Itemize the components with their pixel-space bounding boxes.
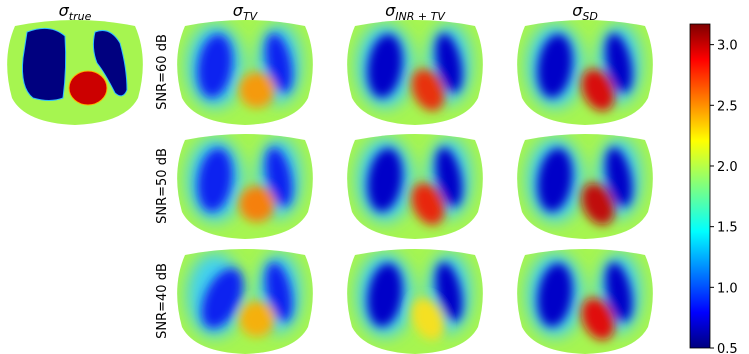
panel-image [177,249,313,354]
column-title: σtrue [59,1,92,23]
blurred [527,24,641,111]
heart [581,183,615,225]
lung [265,262,293,322]
colorbar-tick-label: 2.0 [717,160,738,175]
colorbar-tick-label: 3.0 [717,39,738,54]
heart [239,72,275,108]
lung [605,147,633,207]
row-label: SNR=40 dB [155,263,170,339]
panel-image [517,249,653,354]
blurred [527,138,641,225]
colorbar-tick-label: 1.5 [717,221,738,236]
core [537,147,633,225]
blurred [187,138,301,222]
panel-image [517,134,653,239]
lung [605,33,633,93]
lung [197,148,233,212]
lung [265,147,293,207]
panel-image [177,134,313,239]
lung [367,34,403,98]
subscript: INR + TV [395,10,446,23]
blurred [527,253,641,340]
colorbar-tick-label: 0.5 [717,342,738,354]
core [537,262,633,340]
lung [435,33,463,93]
lung [435,262,463,322]
core [367,33,463,111]
heart [411,298,445,340]
blurred [357,138,471,225]
core [197,33,293,108]
lung [367,148,403,212]
core [537,33,633,111]
symbol: σ [385,1,396,20]
lung [605,262,633,322]
row-label: SNR=60 dB [155,34,170,110]
panel-image [347,134,483,239]
panel-image [7,20,143,125]
colorbar-tick-label: 1.0 [717,281,738,296]
lung [367,263,403,327]
symbol: σ [233,1,244,20]
symbol: σ [572,1,583,20]
subscript: true [69,10,92,23]
lung [92,29,128,97]
heart [239,186,275,222]
panel-image [347,249,483,354]
row-label: SNR=50 dB [155,148,170,224]
blurred [357,24,471,111]
panel-image [177,20,313,125]
panel-image [347,20,483,125]
heart [68,70,108,106]
lung [265,33,293,93]
lung [537,34,573,98]
lung [197,34,233,98]
lung [537,148,573,212]
lung [537,263,573,327]
column-title: σINR + TV [385,1,446,23]
core [367,262,463,340]
subscript: TV [243,10,259,23]
heart [411,69,445,111]
heart [581,298,615,340]
core [197,147,293,222]
blurred [187,24,301,108]
colorbar [689,23,711,349]
heart [239,301,275,337]
colorbar-tick-label: 2.5 [717,99,738,114]
core [201,262,293,337]
column-title: σTV [233,1,259,23]
column-title: σSD [572,1,598,23]
heart [581,69,615,111]
lung [201,268,243,329]
lung [435,147,463,207]
symbol: σ [59,1,70,20]
core [367,147,463,225]
heart [411,183,445,225]
panel-image [517,20,653,125]
subscript: SD [582,10,597,23]
lung [22,27,67,101]
blurred [357,253,471,340]
blurred [187,253,301,337]
